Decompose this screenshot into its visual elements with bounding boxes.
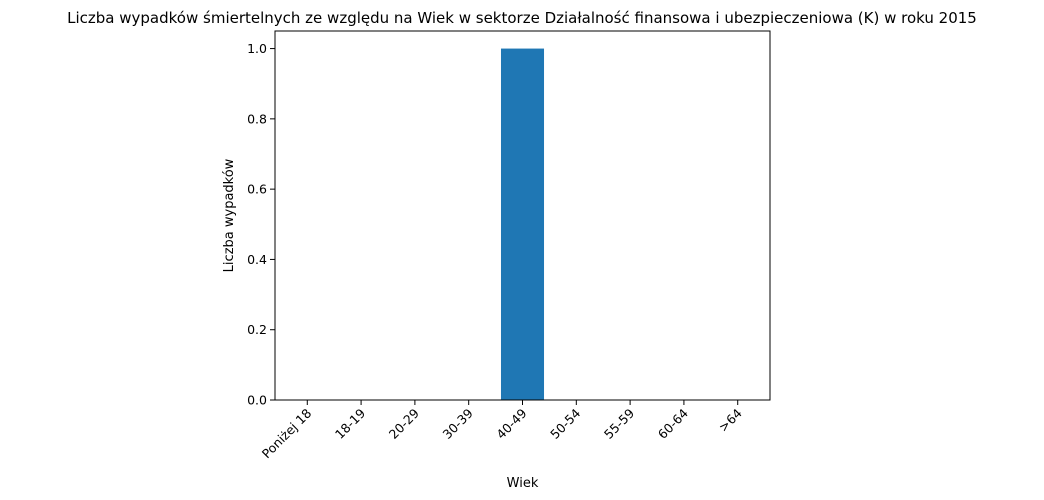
y-tick-label: 0.6 xyxy=(247,182,267,197)
x-tick-label: 40-49 xyxy=(493,405,529,441)
y-tick-label: 0.4 xyxy=(247,252,267,267)
y-tick-label: 0.2 xyxy=(247,322,267,337)
bar-40-49 xyxy=(500,48,545,400)
x-tick-label: 20-29 xyxy=(386,405,422,441)
y-axis-label: Liczba wypadków xyxy=(222,158,237,272)
y-tick-label: 0.8 xyxy=(247,111,267,126)
x-axis: Poniżej 18 18-19 20-29 30-39 40-49 50-54 55-59… xyxy=(259,400,745,461)
chart-title: Liczba wypadków śmiertelnych ze względu … xyxy=(67,9,977,27)
axes-frame xyxy=(274,30,771,401)
x-tick-label: 55-59 xyxy=(601,405,637,441)
x-tick-label: >64 xyxy=(716,405,745,434)
x-tick-label: 18-19 xyxy=(332,405,368,441)
y-tick-label: 1.0 xyxy=(247,41,267,56)
bars-layer xyxy=(500,48,545,400)
x-axis-label: Wiek xyxy=(507,476,539,491)
y-axis: 0.0 0.2 0.4 0.6 0.8 1.0 xyxy=(247,41,275,408)
x-tick-label: Poniżej 18 xyxy=(259,405,315,461)
y-tick-label: 0.0 xyxy=(247,393,267,408)
x-tick-label: 60-64 xyxy=(655,405,691,441)
x-tick-label: 30-39 xyxy=(440,405,476,441)
x-tick-label: 50-54 xyxy=(547,405,583,441)
